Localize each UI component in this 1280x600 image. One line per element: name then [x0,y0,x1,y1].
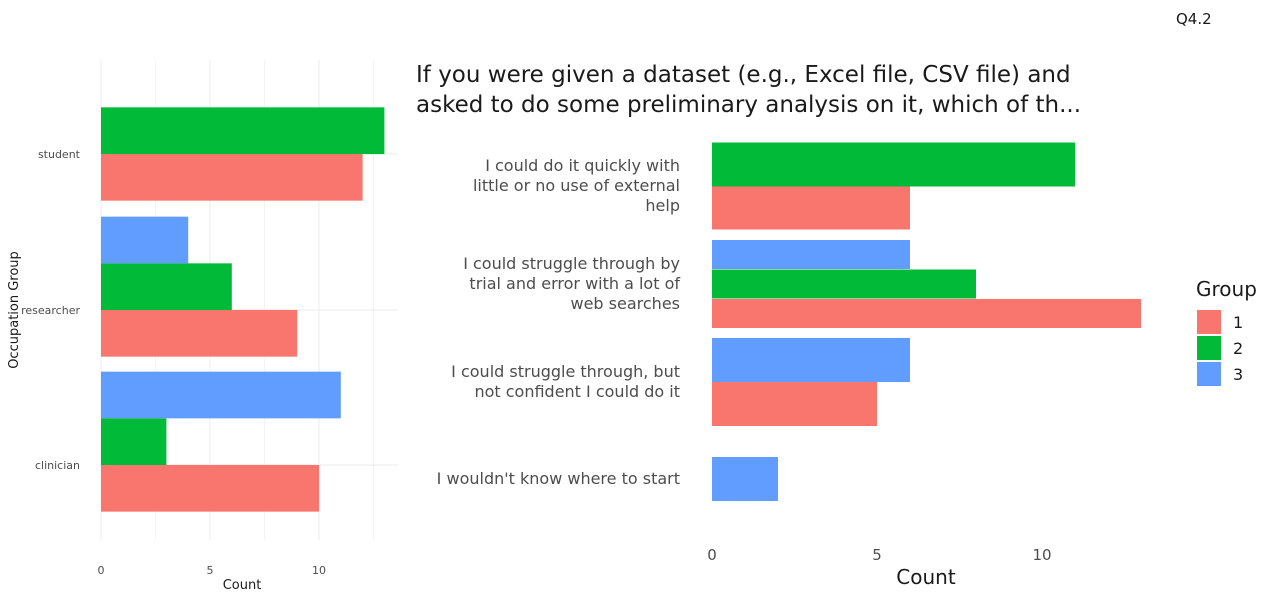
bar-researcher-group-3 [101,216,189,264]
y-tick-label: web searches [571,294,681,313]
legend-title: Group [1196,277,1257,301]
bar-response-1-group-1 [712,185,910,230]
x-tick-label: 10 [312,564,326,577]
y-tick-label: I wouldn't know where to start [437,469,680,488]
y-tick-label: researcher [21,304,80,317]
y-tick-label: trial and error with a lot of [469,274,680,293]
x-tick-label: 0 [707,546,717,564]
y-tick-label: help [645,196,680,215]
legend-label: 2 [1233,339,1243,358]
x-tick-label: 5 [872,546,882,564]
legend-label: 3 [1233,365,1243,384]
y-tick-label: I could struggle through by [463,254,680,273]
bar-clinician-group-3 [101,371,341,419]
x-tick-label: 10 [1032,546,1051,564]
legend-label: 1 [1233,313,1243,332]
bar-researcher-group-2 [101,263,232,311]
bar-student-group-2 [101,107,385,155]
legend-key-1 [1197,310,1221,334]
bar-response-3-group-3 [712,338,910,382]
bar-response-1-group-2 [712,142,1075,187]
x-tick-label: 0 [98,564,105,577]
bar-response-3-group-1 [712,382,877,426]
y-tick-label: not confident I could do it [474,382,680,401]
y-tick-label: little or no use of external [473,176,680,195]
bar-response-4-group-3 [712,457,778,501]
y-tick-label: clinician [35,459,80,472]
x-axis-title: Count [223,578,262,593]
bar-clinician-group-2 [101,418,167,466]
chart-title: If you were given a dataset (e.g., Excel… [416,62,1071,88]
x-tick-label: 5 [207,564,214,577]
y-tick-label: I could struggle through, but [451,362,680,381]
page-label: Q4.2 [1176,10,1212,28]
y-axis-title: Occupation Group [7,251,22,369]
bar-response-2-group-3 [712,240,910,269]
x-axis-title: Count [896,565,956,589]
chart-title: asked to do some preliminary analysis on… [416,92,1081,118]
bar-response-2-group-1 [712,299,1141,328]
bar-student-group-1 [101,153,363,201]
bar-clinician-group-1 [101,464,319,512]
legend-key-3 [1197,362,1221,386]
legend-key-2 [1197,336,1221,360]
bar-researcher-group-1 [101,309,298,357]
y-tick-label: student [38,148,81,161]
bar-response-2-group-2 [712,269,976,299]
y-tick-label: I could do it quickly with [485,156,680,175]
